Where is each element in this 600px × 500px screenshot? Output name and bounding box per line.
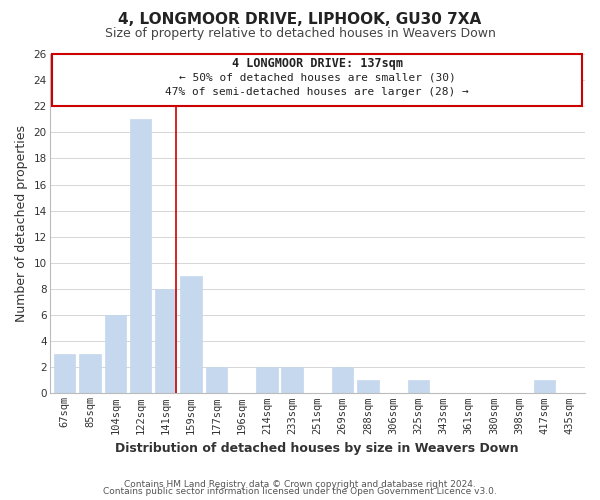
- Bar: [54, 354, 76, 394]
- Y-axis label: Number of detached properties: Number of detached properties: [15, 125, 28, 322]
- Bar: [281, 368, 303, 394]
- Text: Contains HM Land Registry data © Crown copyright and database right 2024.: Contains HM Land Registry data © Crown c…: [124, 480, 476, 489]
- Bar: [155, 289, 176, 394]
- Text: 4 LONGMOOR DRIVE: 137sqm: 4 LONGMOOR DRIVE: 137sqm: [232, 56, 403, 70]
- Bar: [332, 368, 353, 394]
- X-axis label: Distribution of detached houses by size in Weavers Down: Distribution of detached houses by size …: [115, 442, 519, 455]
- FancyBboxPatch shape: [52, 54, 583, 106]
- Text: ← 50% of detached houses are smaller (30): ← 50% of detached houses are smaller (30…: [179, 72, 455, 83]
- Text: 4, LONGMOOR DRIVE, LIPHOOK, GU30 7XA: 4, LONGMOOR DRIVE, LIPHOOK, GU30 7XA: [118, 12, 482, 28]
- Bar: [206, 368, 227, 394]
- Bar: [79, 354, 101, 394]
- Bar: [256, 368, 278, 394]
- Bar: [357, 380, 379, 394]
- Text: 47% of semi-detached houses are larger (28) →: 47% of semi-detached houses are larger (…: [166, 87, 469, 97]
- Bar: [180, 276, 202, 394]
- Bar: [104, 315, 126, 394]
- Text: Size of property relative to detached houses in Weavers Down: Size of property relative to detached ho…: [104, 28, 496, 40]
- Bar: [407, 380, 429, 394]
- Text: Contains public sector information licensed under the Open Government Licence v3: Contains public sector information licen…: [103, 487, 497, 496]
- Bar: [534, 380, 556, 394]
- Bar: [130, 120, 151, 394]
